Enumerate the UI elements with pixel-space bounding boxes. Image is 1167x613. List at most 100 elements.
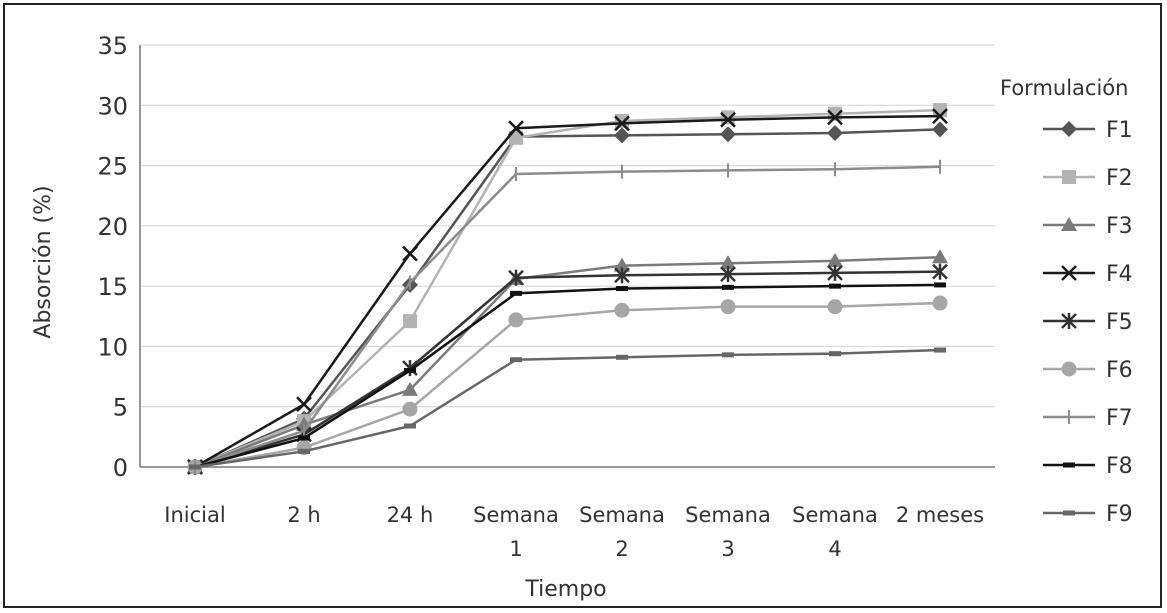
series-line-f7	[194, 165, 941, 469]
legend-marker-f4	[1061, 265, 1077, 281]
series-line-f5	[194, 270, 941, 469]
data-point-f6	[932, 295, 948, 311]
legend-label-f2: F2	[1106, 166, 1133, 191]
data-point-f9	[510, 357, 522, 363]
data-point-f8	[404, 368, 416, 374]
data-point-f8	[510, 290, 522, 296]
data-point-f2	[509, 130, 523, 145]
data-point-f8	[722, 284, 734, 290]
legend-marker-f9	[1063, 510, 1075, 516]
x-tick-label: Inicial	[164, 503, 225, 527]
y-tick-label: 15	[97, 273, 128, 301]
axes: Absorción (%) Tiempo 0 5 10 15 20 25 30 35 Inici…	[31, 32, 995, 602]
data-point-f1	[614, 127, 630, 144]
y-tick-label: 10	[97, 333, 128, 361]
y-tick-label: 20	[97, 213, 128, 241]
data-point-f8	[616, 286, 628, 292]
legend-label-f1: F1	[1106, 118, 1133, 143]
data-point-f2	[615, 113, 629, 128]
y-tick-label: 5	[113, 394, 128, 422]
x-tick-label: Semana	[685, 503, 771, 527]
data-point-f9	[298, 448, 310, 454]
series-line-f1	[194, 128, 941, 469]
x-tick-label: Semana	[792, 503, 878, 527]
x-tick-label: 2 meses	[896, 503, 984, 527]
legend: Formulación F1 F2 F3 F4 F5 F6 F7 F8 F9	[1000, 76, 1133, 527]
data-point-f9	[829, 351, 841, 357]
data-point-f5	[508, 269, 524, 286]
data-point-f5	[827, 264, 843, 281]
legend-marker-f5	[1061, 313, 1077, 329]
legend-label-f8: F8	[1106, 454, 1133, 479]
data-point-f6	[614, 302, 630, 318]
data-point-f3	[402, 381, 418, 396]
legend-marker-f2	[1062, 170, 1076, 184]
data-point-f5	[614, 267, 630, 284]
data-point-f9	[616, 354, 628, 360]
data-point-f4	[508, 120, 524, 137]
data-point-f2	[403, 314, 417, 329]
legend-label-f7: F7	[1106, 406, 1133, 431]
data-point-f9	[722, 352, 734, 358]
data-point-f3	[932, 249, 948, 264]
data-point-f4	[614, 115, 630, 132]
y-tick-label: 35	[97, 32, 128, 60]
x-tick-label: 24 h	[387, 503, 434, 527]
data-point-f1	[720, 126, 736, 143]
data-point-f4	[720, 111, 736, 128]
data-point-f9	[404, 423, 416, 429]
grid	[140, 44, 995, 408]
legend-label-f4: F4	[1106, 262, 1133, 287]
data-point-f4	[296, 396, 312, 413]
data-point-f3	[827, 252, 843, 267]
data-point-f5	[720, 266, 736, 283]
data-point-f2	[721, 110, 735, 125]
y-tick-label: 0	[113, 454, 128, 482]
legend-marker-f3	[1061, 217, 1077, 231]
legend-marker-f8	[1063, 462, 1075, 468]
data-point-f9	[934, 347, 946, 353]
series	[187, 103, 948, 475]
x-tick-label: 3	[721, 537, 734, 561]
x-tick-label: 4	[828, 537, 841, 561]
legend-label-f5: F5	[1106, 310, 1133, 335]
data-point-f8	[934, 282, 946, 288]
legend-label-f9: F9	[1106, 502, 1133, 527]
data-point-f5	[932, 263, 948, 280]
data-point-f1	[932, 121, 948, 138]
data-point-f6	[402, 401, 418, 417]
x-tick-label: 2 h	[287, 503, 320, 527]
x-tick-label: 1	[509, 537, 522, 561]
legend-label-f3: F3	[1106, 214, 1133, 239]
legend-marker-f1	[1061, 121, 1077, 137]
data-point-f4	[827, 109, 843, 126]
data-point-f1	[827, 125, 843, 142]
y-tick-label: 30	[97, 92, 128, 120]
legend-label-f6: F6	[1106, 358, 1133, 383]
data-point-f6	[827, 299, 843, 315]
y-axis-label: Absorción (%)	[31, 185, 56, 338]
legend-marker-f6	[1061, 361, 1077, 377]
data-point-f8	[829, 283, 841, 289]
chart-frame	[3, 3, 1162, 608]
data-point-f6	[508, 312, 524, 328]
data-point-f4	[932, 108, 948, 125]
legend-title: Formulación	[1000, 76, 1128, 100]
x-tick-label: 2	[615, 537, 628, 561]
series-line-f9	[194, 348, 941, 469]
x-tick-label: Semana	[473, 503, 559, 527]
data-point-f3	[720, 255, 736, 270]
data-point-f9	[189, 464, 201, 470]
data-point-f3	[614, 257, 630, 272]
data-point-f8	[298, 435, 310, 441]
series-line-f4	[194, 114, 941, 469]
x-axis-label: Tiempo	[524, 577, 606, 602]
data-point-f4	[402, 245, 418, 262]
series-line-f8	[194, 283, 941, 469]
series-line-f6	[194, 301, 941, 469]
y-tick-label: 25	[97, 153, 128, 181]
series-line-f3	[194, 255, 941, 469]
data-point-f6	[720, 299, 736, 315]
x-tick-label: Semana	[579, 503, 665, 527]
